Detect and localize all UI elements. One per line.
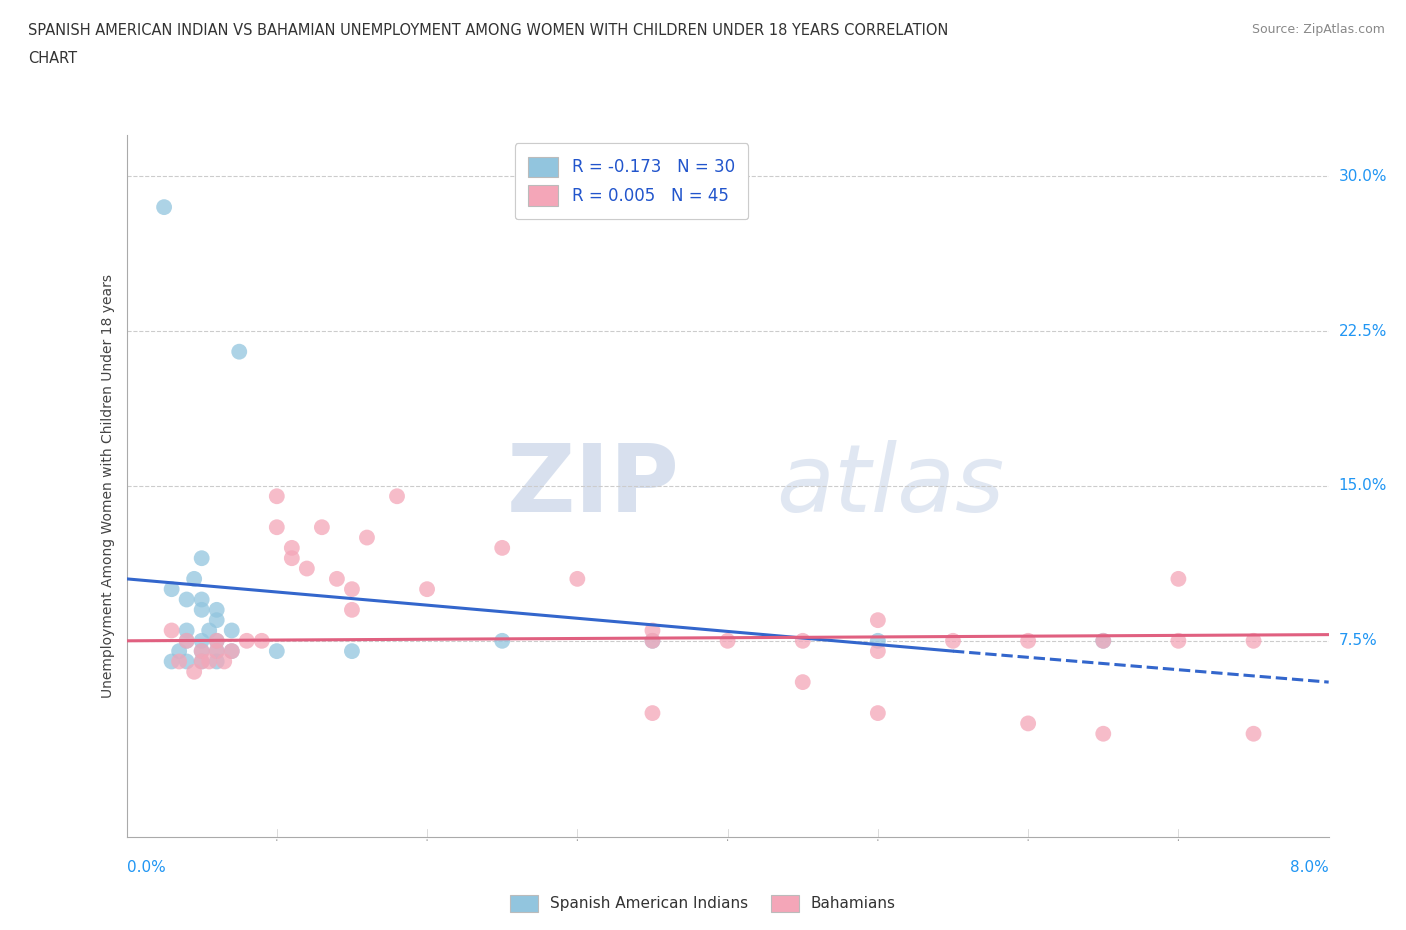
Point — [295, 561, 318, 576]
Point — [1167, 633, 1189, 648]
Point — [1243, 726, 1265, 741]
Text: 22.5%: 22.5% — [1339, 324, 1386, 339]
Point — [641, 623, 664, 638]
Point — [205, 654, 228, 669]
Point — [190, 603, 212, 618]
Point — [190, 644, 212, 658]
Point — [190, 654, 212, 669]
Point — [340, 582, 363, 597]
Point — [266, 489, 288, 504]
Point — [567, 571, 589, 586]
Point — [1017, 633, 1039, 648]
Point — [311, 520, 333, 535]
Point — [942, 633, 965, 648]
Point — [266, 520, 288, 535]
Point — [205, 633, 228, 648]
Point — [641, 706, 664, 721]
Point — [221, 644, 243, 658]
Point — [340, 644, 363, 658]
Text: atlas: atlas — [776, 441, 1004, 531]
Point — [205, 644, 228, 658]
Point — [792, 674, 814, 689]
Point — [866, 706, 889, 721]
Point — [281, 540, 304, 555]
Point — [326, 571, 349, 586]
Point — [866, 613, 889, 628]
Text: 0.0%: 0.0% — [127, 860, 166, 875]
Point — [183, 571, 205, 586]
Point — [641, 633, 664, 648]
Point — [281, 551, 304, 565]
Point — [641, 633, 664, 648]
Point — [221, 644, 243, 658]
Text: Source: ZipAtlas.com: Source: ZipAtlas.com — [1251, 23, 1385, 36]
Point — [176, 633, 198, 648]
Point — [235, 633, 259, 648]
Point — [190, 654, 212, 669]
Point — [176, 633, 198, 648]
Point — [205, 613, 228, 628]
Point — [190, 633, 212, 648]
Point — [167, 644, 190, 658]
Point — [1092, 633, 1115, 648]
Point — [167, 654, 190, 669]
Point — [228, 344, 250, 359]
Point — [340, 603, 363, 618]
Point — [491, 633, 513, 648]
Text: 8.0%: 8.0% — [1289, 860, 1329, 875]
Y-axis label: Unemployment Among Women with Children Under 18 years: Unemployment Among Women with Children U… — [101, 274, 115, 698]
Point — [356, 530, 378, 545]
Point — [160, 654, 183, 669]
Point — [198, 654, 221, 669]
Text: 15.0%: 15.0% — [1339, 478, 1386, 494]
Legend: R = -0.173   N = 30, R = 0.005   N = 45: R = -0.173 N = 30, R = 0.005 N = 45 — [515, 143, 748, 219]
Point — [866, 644, 889, 658]
Point — [160, 582, 183, 597]
Point — [250, 633, 273, 648]
Text: CHART: CHART — [28, 51, 77, 66]
Point — [1092, 633, 1115, 648]
Point — [176, 592, 198, 607]
Point — [153, 200, 176, 215]
Point — [866, 633, 889, 648]
Text: 7.5%: 7.5% — [1339, 633, 1378, 648]
Point — [1017, 716, 1039, 731]
Text: 30.0%: 30.0% — [1339, 168, 1386, 183]
Point — [160, 623, 183, 638]
Point — [205, 644, 228, 658]
Point — [183, 664, 205, 679]
Point — [190, 592, 212, 607]
Legend: Spanish American Indians, Bahamians: Spanish American Indians, Bahamians — [505, 889, 901, 918]
Point — [190, 551, 212, 565]
Point — [491, 540, 513, 555]
Point — [205, 633, 228, 648]
Point — [221, 623, 243, 638]
Text: ZIP: ZIP — [506, 440, 679, 532]
Point — [385, 489, 408, 504]
Point — [266, 644, 288, 658]
Point — [792, 633, 814, 648]
Point — [416, 582, 439, 597]
Point — [1167, 571, 1189, 586]
Point — [198, 623, 221, 638]
Point — [716, 633, 740, 648]
Point — [205, 603, 228, 618]
Text: SPANISH AMERICAN INDIAN VS BAHAMIAN UNEMPLOYMENT AMONG WOMEN WITH CHILDREN UNDER: SPANISH AMERICAN INDIAN VS BAHAMIAN UNEM… — [28, 23, 949, 38]
Point — [176, 654, 198, 669]
Point — [190, 644, 212, 658]
Point — [1092, 726, 1115, 741]
Point — [1243, 633, 1265, 648]
Point — [212, 654, 235, 669]
Point — [176, 623, 198, 638]
